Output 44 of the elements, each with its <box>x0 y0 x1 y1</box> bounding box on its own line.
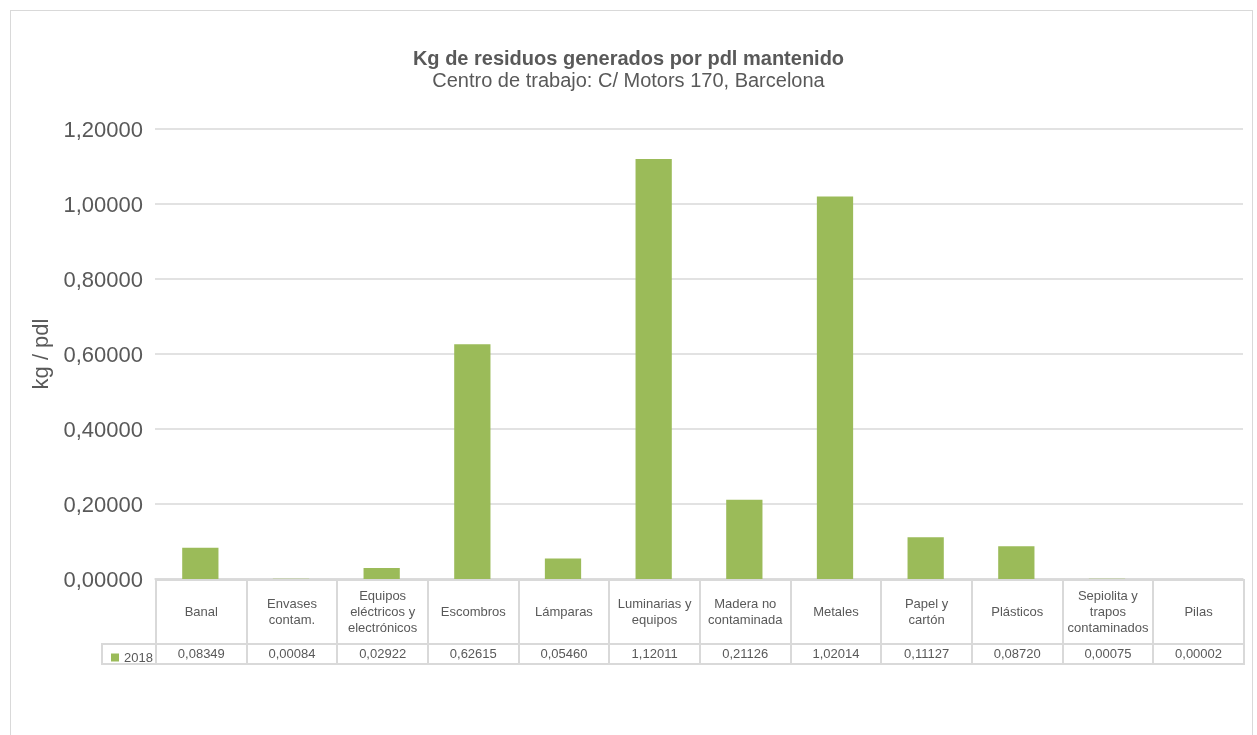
x-tick-label: Lámparas <box>518 580 610 644</box>
bar <box>363 568 400 579</box>
x-tick-label: Equipos eléctricos y electrónicos <box>337 580 428 644</box>
data-label: 0,11127 <box>881 644 972 664</box>
data-label: 0,21126 <box>699 644 791 664</box>
bar <box>998 546 1035 579</box>
data-label: 0,62615 <box>427 644 519 664</box>
x-tick-label: Envases contam. <box>246 580 338 644</box>
x-tick-label: Banal <box>156 580 247 644</box>
x-tick-label: Escombros <box>427 580 519 644</box>
y-tick-label: 0,40000 <box>63 416 143 442</box>
data-label: 1,12011 <box>609 644 700 664</box>
bar <box>454 344 491 579</box>
bar <box>726 499 763 579</box>
x-tick-label: Sepiolita y trapos contaminados <box>1062 580 1154 644</box>
data-label: 0,08720 <box>971 644 1063 664</box>
data-label: 0,00075 <box>1062 644 1154 664</box>
data-label: 0,08349 <box>156 644 247 664</box>
bar <box>182 547 219 579</box>
y-tick-label: 0,20000 <box>63 491 143 517</box>
x-tick-label: Metales <box>790 580 882 644</box>
data-label: 0,00002 <box>1153 644 1244 664</box>
x-tick-label: Plásticos <box>971 580 1063 644</box>
x-tick-label: Pilas <box>1153 580 1244 644</box>
chart-title: Kg de residuos generados por pdl mantenido <box>412 47 845 69</box>
bar <box>907 537 944 579</box>
bar <box>544 558 582 579</box>
bar <box>816 196 854 579</box>
legend-label: 2018 <box>124 650 153 665</box>
y-tick-label: 1,00000 <box>63 191 143 217</box>
y-tick-label: 0,80000 <box>63 266 143 292</box>
data-label: 1,02014 <box>790 644 882 664</box>
bar <box>635 158 672 579</box>
y-tick-label: 1,20000 <box>63 116 143 142</box>
y-tick-label: 0,60000 <box>63 341 143 367</box>
x-tick-label: Papel y cartón <box>881 580 972 644</box>
y-tick-label: 0,00000 <box>63 566 143 592</box>
data-label: 0,00084 <box>246 644 338 664</box>
x-tick-label: Madera no contaminada <box>699 580 791 644</box>
y-axis-title: kg / pdl <box>27 318 53 390</box>
data-label: 0,02922 <box>337 644 428 664</box>
chart-subtitle: Centro de trabajo: C/ Motors 170, Barcelona <box>432 69 826 91</box>
x-tick-label: Luminarias y equipos <box>609 580 700 644</box>
data-label: 0,05460 <box>518 644 610 664</box>
